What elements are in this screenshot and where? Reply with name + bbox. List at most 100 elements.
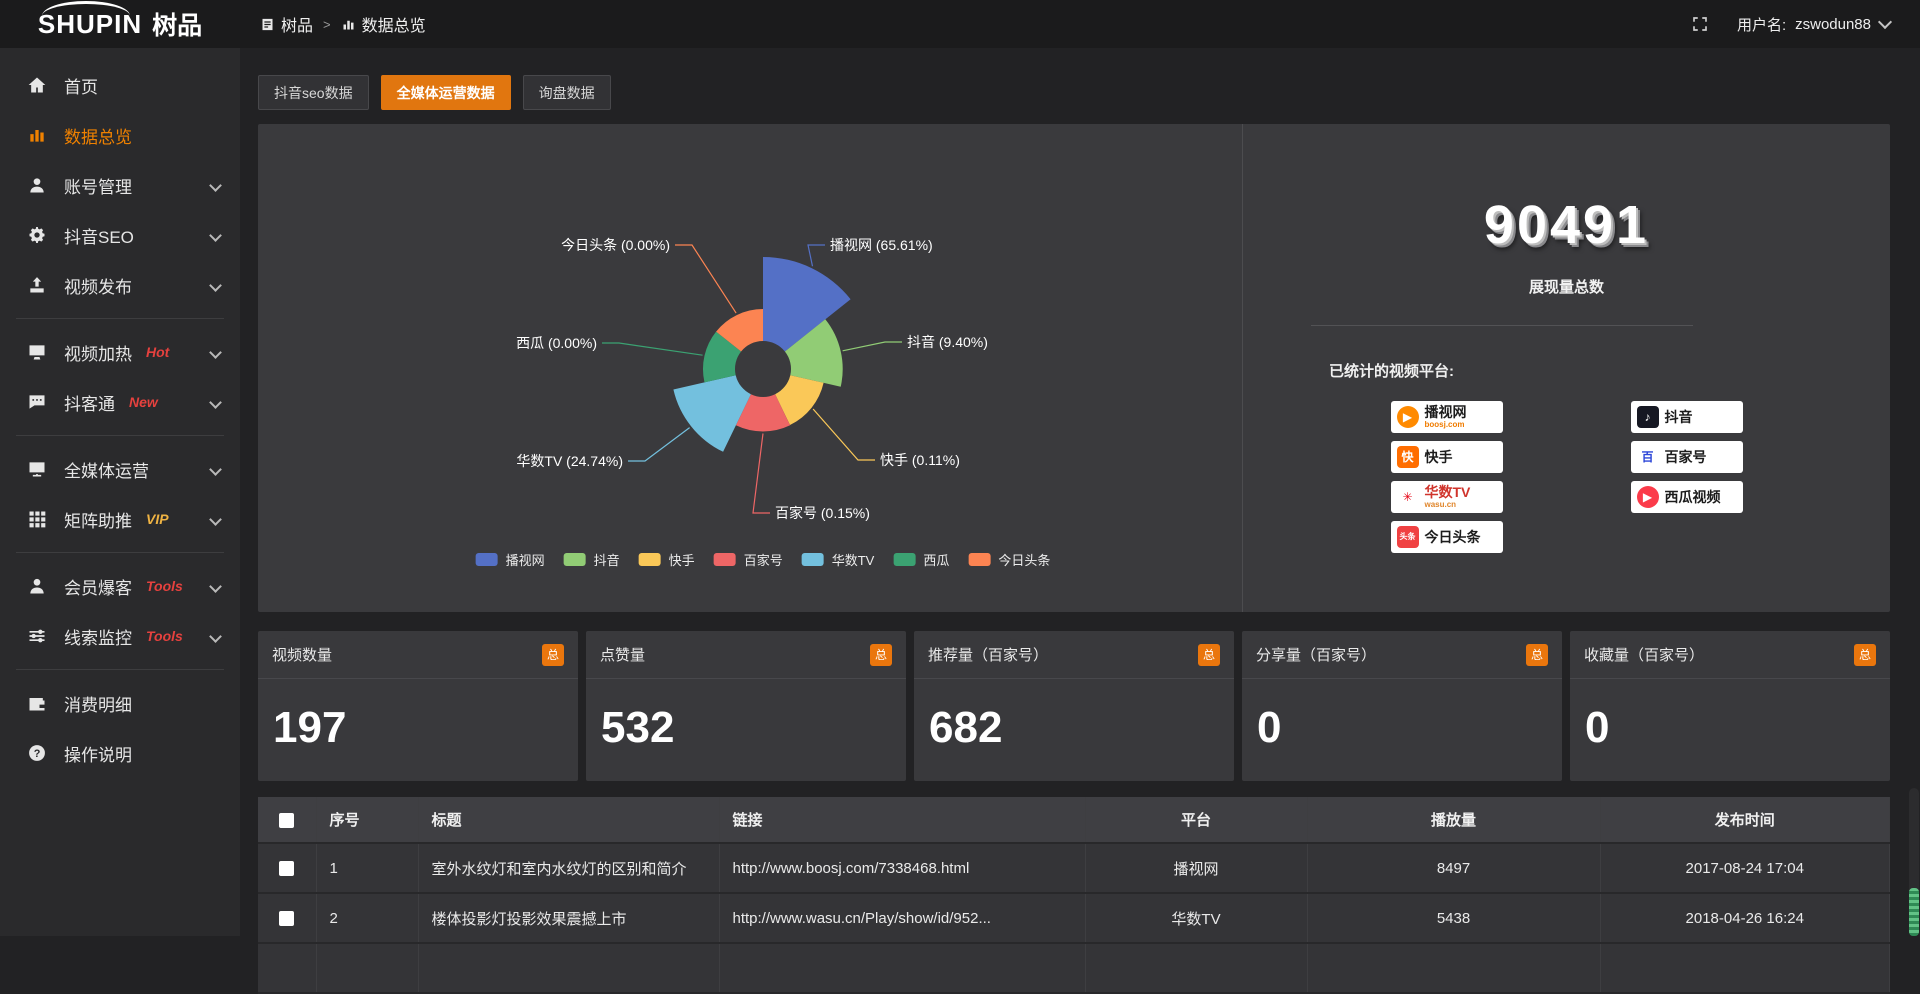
gear-icon bbox=[27, 225, 47, 245]
stat-card-value: 0 bbox=[1257, 703, 1282, 752]
column-header: 播放量 bbox=[1307, 797, 1601, 844]
sidebar-divider bbox=[16, 552, 224, 553]
sidebar-item-tag: VIP bbox=[146, 511, 169, 527]
sidebar-item-label: 矩阵助推 bbox=[64, 511, 132, 531]
legend-item[interactable]: 快手 bbox=[638, 550, 695, 569]
total-impressions-value: 90491 bbox=[1483, 195, 1650, 255]
sidebar-item-media-operation[interactable]: 全媒体运营 bbox=[0, 444, 240, 494]
sidebar-item-video-heat[interactable]: 视频加热 Hot bbox=[0, 327, 240, 377]
chevron-down-icon bbox=[209, 579, 222, 593]
cell-title-link[interactable] bbox=[418, 943, 720, 994]
rose-pie-chart: 播视网 (65.61%) 抖音 (9.40%) 快手 (0.11%) 百家号 (0.1… bbox=[516, 237, 988, 521]
username-label: 用户名: bbox=[1736, 16, 1787, 34]
sidebar-item-tag: Tools bbox=[146, 578, 183, 594]
pie-label-line bbox=[628, 427, 690, 462]
row-checkbox[interactable] bbox=[279, 911, 295, 927]
stat-card-3: 分享量（百家号） 总 0 bbox=[1242, 631, 1562, 781]
legend-item[interactable]: 西瓜 bbox=[893, 550, 949, 569]
legend-item[interactable]: 百家号 bbox=[713, 550, 783, 569]
platform-name: 今日头条 bbox=[1424, 528, 1481, 545]
breadcrumb-label: 树品 bbox=[281, 18, 314, 35]
pie-slice[interactable] bbox=[673, 375, 751, 452]
logo-text-en: SHUPIN bbox=[38, 0, 142, 40]
sidebar-item-home[interactable]: 首页 bbox=[0, 60, 240, 110]
sidebar-item-matrix-boost[interactable]: 矩阵助推 VIP bbox=[0, 494, 240, 544]
cell-platform: 播视网 bbox=[1085, 843, 1308, 894]
table-header-row: 序号 标题 链接 平台 播放量 发布时间 bbox=[258, 797, 1890, 844]
pie-label-line bbox=[807, 244, 825, 267]
legend-item[interactable]: 华数TV bbox=[801, 550, 874, 569]
stat-card-header: 收藏量（百家号） 总 bbox=[1570, 631, 1890, 679]
sidebar-item-member-burst[interactable]: 会员爆客 Tools bbox=[0, 561, 240, 611]
wasu-logo: ✳ bbox=[1396, 486, 1419, 508]
stat-card-label: 分享量（百家号） bbox=[1256, 647, 1377, 664]
pie-label-line bbox=[752, 433, 770, 514]
breadcrumb-item-0[interactable]: 树品 bbox=[260, 12, 313, 36]
sidebar-item-tag: Hot bbox=[146, 344, 170, 360]
table-head: 序号 标题 链接 平台 播放量 发布时间 bbox=[258, 797, 1890, 844]
pie-slice[interactable] bbox=[735, 394, 791, 432]
main-content: 抖音seo数据 全媒体运营数据 询盘数据 播视网 (65.61%) 抖音 (9.40%… bbox=[240, 48, 1920, 994]
cell-title-link[interactable]: 室外水纹灯和室内水纹灯的区别和简介 bbox=[418, 843, 720, 894]
app-logo[interactable]: SHUPIN 树品 bbox=[0, 0, 240, 48]
pie-slice[interactable] bbox=[702, 331, 742, 383]
sidebar-item-label: 线索监控 bbox=[64, 628, 132, 648]
stat-card-value: 197 bbox=[273, 703, 347, 752]
sidebar-item-label: 数据总览 bbox=[64, 127, 132, 147]
table-row bbox=[258, 943, 1890, 994]
legend-item[interactable]: 抖音 bbox=[563, 550, 620, 569]
total-badge: 总 bbox=[1854, 643, 1876, 666]
platform-name: 播视网 bbox=[1424, 403, 1467, 420]
platform-name: 百家号 bbox=[1664, 448, 1707, 465]
tab-media-operation-data[interactable]: 全媒体运营数据 bbox=[380, 75, 511, 110]
cell-url-link[interactable] bbox=[719, 943, 1086, 994]
wallet-icon bbox=[27, 693, 47, 713]
legend-label: 百家号 bbox=[743, 553, 783, 568]
platform-text: 百家号 bbox=[1664, 448, 1707, 465]
chevron-down-icon bbox=[209, 345, 222, 359]
stat-card-1: 点赞量 总 532 bbox=[586, 631, 906, 781]
sidebar-item-label: 视频发布 bbox=[64, 277, 132, 297]
pie-slice[interactable] bbox=[716, 309, 763, 352]
cell-url-link[interactable]: http://www.boosj.com/7338468.html bbox=[719, 843, 1086, 894]
legend-item[interactable]: 播视网 bbox=[475, 550, 545, 569]
pie-slice[interactable] bbox=[775, 375, 824, 425]
sidebar-item-data-overview[interactable]: 数据总览 bbox=[0, 110, 240, 160]
scrollbar-thumb[interactable] bbox=[1909, 888, 1919, 936]
scrollbar-track[interactable] bbox=[1909, 788, 1919, 936]
sidebar-item-douketong[interactable]: 抖客通 New bbox=[0, 377, 240, 427]
sidebar-item-operation-help[interactable]: ? 操作说明 bbox=[0, 728, 240, 778]
sidebar-item-video-publish[interactable]: 视频发布 bbox=[0, 260, 240, 310]
platform-text: 华数TV wasu.cn bbox=[1425, 485, 1471, 509]
total-impressions-label: 展现量总数 bbox=[1528, 279, 1604, 296]
legend-label: 西瓜 bbox=[923, 553, 950, 568]
sidebar-item-clue-monitor[interactable]: 线索监控 Tools bbox=[0, 611, 240, 661]
platform-text: 播视网 boosj.com bbox=[1425, 405, 1467, 429]
overview-panel: 播视网 (65.61%) 抖音 (9.40%) 快手 (0.11%) 百家号 (0.1… bbox=[258, 124, 1890, 612]
select-all-checkbox[interactable] bbox=[279, 812, 295, 828]
logo-text-cn: 树品 bbox=[152, 12, 203, 40]
tab-douyin-seo-data[interactable]: 抖音seo数据 bbox=[258, 75, 369, 110]
breadcrumb-item-1[interactable]: 数据总览 bbox=[341, 12, 426, 36]
sidebar-item-tag: New bbox=[129, 394, 158, 410]
tab-inquiry-data[interactable]: 询盘数据 bbox=[522, 75, 611, 110]
page-icon bbox=[260, 17, 275, 32]
pie-slice[interactable] bbox=[784, 319, 843, 387]
chat-icon bbox=[27, 392, 47, 412]
table-body: 1 室外水纹灯和室内水纹灯的区别和简介 http://www.boosj.com/7… bbox=[258, 843, 1890, 994]
cell-views: 8497 bbox=[1307, 843, 1601, 894]
legend-item[interactable]: 今日头条 bbox=[968, 550, 1050, 569]
stat-card-label: 点赞量 bbox=[600, 647, 646, 664]
baijiahao-logo: 百 bbox=[1636, 446, 1659, 468]
sidebar-item-consume-detail[interactable]: 消费明细 bbox=[0, 678, 240, 728]
sidebar-item-account-manage[interactable]: 账号管理 bbox=[0, 160, 240, 210]
fullscreen-icon[interactable] bbox=[1691, 15, 1709, 33]
user-menu[interactable]: 用户名: zswodun88 bbox=[1736, 14, 1893, 35]
chevron-down-icon bbox=[209, 228, 222, 242]
row-checkbox[interactable] bbox=[279, 861, 295, 877]
sidebar-item-douyin-seo[interactable]: 抖音SEO bbox=[0, 210, 240, 260]
toutiao-logo: 头条 bbox=[1396, 526, 1419, 548]
stat-cards-row: 视频数量总 197 点赞量总 532 推荐量（百家号）总 682 分享量（百家号）总 0 收藏量… bbox=[258, 631, 1890, 781]
pie-slice[interactable] bbox=[763, 257, 851, 352]
sidebar: 首页 数据总览 账号管理 抖音SEO 视频发布 视频加热 Hot 抖客通 New 全媒体运营 矩阵助… bbox=[0, 48, 240, 936]
